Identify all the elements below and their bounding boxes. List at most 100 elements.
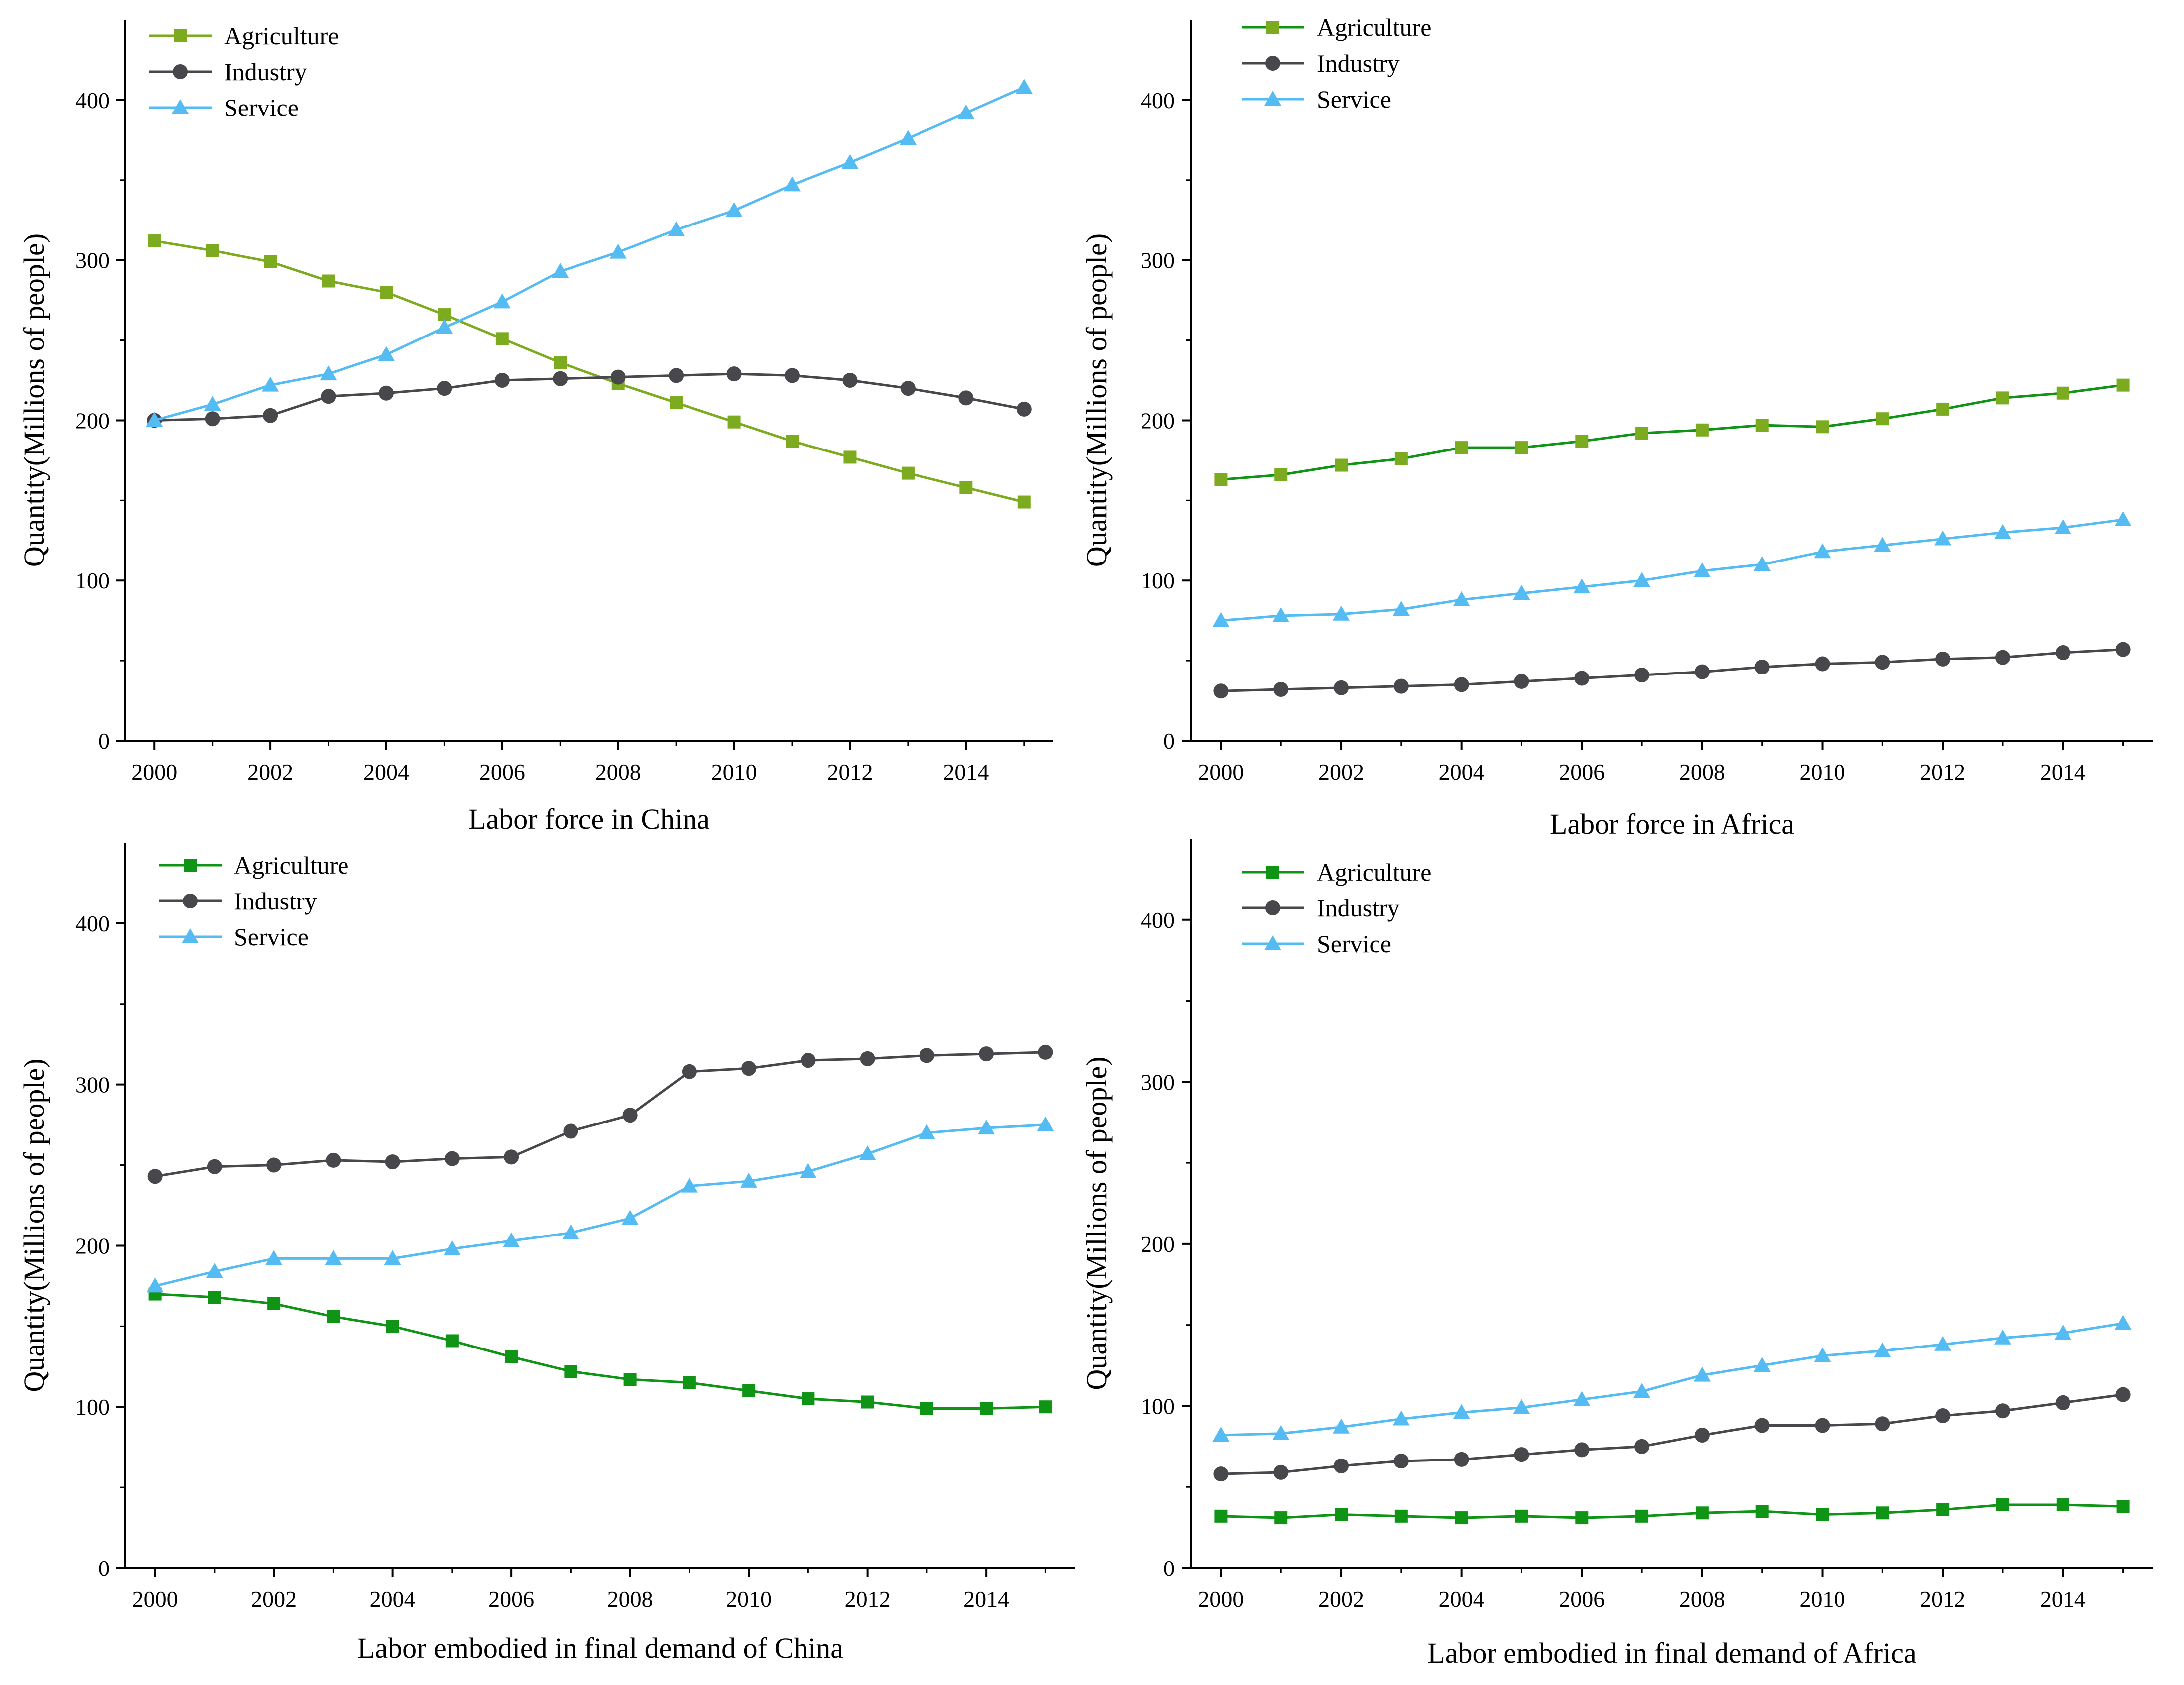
data-point-agriculture	[1274, 468, 1288, 481]
legend-label: Service	[234, 923, 309, 951]
data-point-service	[681, 1177, 698, 1193]
data-point-service	[841, 154, 859, 169]
legend-item-agriculture: Agriculture	[1242, 13, 1431, 41]
data-point-agriculture	[438, 308, 451, 322]
data-point-industry	[378, 385, 394, 401]
data-point-agriculture	[386, 1320, 399, 1333]
data-point-service	[1934, 1336, 1952, 1351]
legend-label: Industry	[234, 887, 317, 915]
series-agriculture	[148, 1287, 1052, 1415]
data-point-industry	[504, 1149, 519, 1165]
data-point-agriculture	[1876, 1506, 1889, 1520]
series-service	[1212, 1315, 2132, 1442]
x-tick-label: 2010	[726, 1586, 772, 1612]
series-industry	[147, 366, 1032, 428]
series-agriculture	[1214, 378, 2130, 486]
legend-marker-industry	[1265, 56, 1280, 71]
y-tick-label: 300	[1141, 248, 1175, 273]
data-point-agriculture	[727, 415, 741, 429]
data-point-industry	[1754, 1418, 1770, 1433]
legend-marker-service	[172, 99, 189, 114]
data-point-agriculture	[445, 1334, 459, 1348]
y-tick-label: 400	[1141, 88, 1175, 113]
data-point-agriculture	[505, 1350, 518, 1363]
data-point-industry	[610, 369, 626, 385]
data-point-industry	[1038, 1044, 1053, 1060]
data-point-service	[1015, 79, 1033, 94]
series-agriculture	[1214, 1498, 2130, 1525]
data-point-service	[562, 1224, 579, 1239]
data-point-industry	[321, 389, 336, 404]
data-point-service	[1272, 1425, 1290, 1440]
x-tick-label: 2008	[1679, 759, 1725, 785]
y-axis-title: Quantity(Millions of people)	[18, 1058, 50, 1392]
x-tick-label: 2010	[1800, 759, 1845, 785]
legend-marker-service	[1264, 935, 1281, 950]
data-point-industry	[1754, 659, 1770, 674]
y-tick-label: 300	[75, 1072, 110, 1098]
legend-item-agriculture: Agriculture	[149, 22, 339, 50]
x-axis-title: Labor embodied in final demand of China	[357, 1632, 843, 1664]
data-point-agriculture	[1816, 420, 1829, 434]
data-point-service	[1753, 1357, 1771, 1372]
legend-marker-service	[182, 928, 199, 943]
data-point-agriculture	[2116, 1500, 2130, 1513]
x-tick-label: 2004	[370, 1586, 416, 1612]
data-point-service	[1212, 612, 1230, 627]
data-point-industry	[2115, 1387, 2131, 1402]
data-point-industry	[1815, 1418, 1830, 1433]
y-tick-label: 0	[1163, 1556, 1175, 1581]
data-point-service	[1453, 591, 1470, 606]
y-tick-label: 100	[75, 568, 110, 593]
x-tick-label: 2002	[251, 1586, 297, 1612]
legend-item-agriculture: Agriculture	[1242, 858, 1431, 886]
data-point-industry	[2055, 1395, 2070, 1410]
legend-item-industry: Industry	[159, 887, 317, 915]
y-axis-title: Quantity(Millions of people)	[1080, 1056, 1113, 1390]
data-point-industry	[860, 1051, 875, 1066]
legend-label: Agriculture	[1317, 13, 1431, 41]
data-point-agriculture	[2116, 378, 2130, 392]
y-tick-label: 200	[1141, 1232, 1175, 1257]
data-point-service	[740, 1172, 758, 1188]
data-point-agriculture	[901, 466, 915, 480]
data-point-service	[800, 1163, 817, 1178]
data-point-service	[384, 1250, 401, 1265]
data-point-agriculture	[322, 274, 335, 288]
data-point-agriculture	[786, 435, 799, 448]
data-point-service	[1392, 601, 1410, 616]
series-line-industry	[1221, 648, 2123, 692]
data-point-industry	[326, 1152, 341, 1168]
data-point-industry	[919, 1048, 934, 1063]
data-point-service	[1633, 1383, 1651, 1398]
data-point-agriculture	[1876, 412, 1889, 426]
series-line-agriculture	[1221, 384, 2123, 481]
data-point-industry	[1995, 1403, 2010, 1419]
x-tick-label: 2002	[1318, 1586, 1364, 1612]
y-tick-label: 200	[75, 1233, 110, 1258]
legend-item-service: Service	[149, 94, 299, 121]
legend-item-service: Service	[1242, 930, 1391, 958]
legend-marker-agriculture	[1266, 866, 1279, 879]
data-point-service	[443, 1240, 460, 1255]
chart-labor-force-china: 0 100 200 300 400 2000 2002 2004 2006 2008 2010 201…	[18, 20, 1053, 835]
data-point-service	[377, 346, 395, 361]
data-point-service	[552, 263, 569, 278]
data-point-industry	[1875, 1416, 1890, 1432]
y-tick-label: 0	[98, 1556, 110, 1581]
data-point-industry	[958, 390, 974, 406]
data-point-industry	[1574, 1442, 1590, 1458]
data-point-agriculture	[670, 396, 683, 410]
data-point-agriculture	[267, 1297, 281, 1311]
x-tick-label: 2006	[488, 1586, 534, 1612]
data-point-service	[1212, 1427, 1230, 1442]
data-point-service	[146, 1277, 164, 1293]
data-point-industry	[1213, 683, 1229, 699]
data-point-service	[2054, 1324, 2071, 1340]
data-point-service	[1874, 537, 1891, 552]
data-point-industry	[1995, 650, 2010, 665]
data-point-industry	[1694, 1428, 1710, 1443]
legend-label: Service	[224, 94, 299, 121]
data-point-service	[1874, 1342, 1891, 1357]
legend-label: Agriculture	[1317, 858, 1431, 886]
